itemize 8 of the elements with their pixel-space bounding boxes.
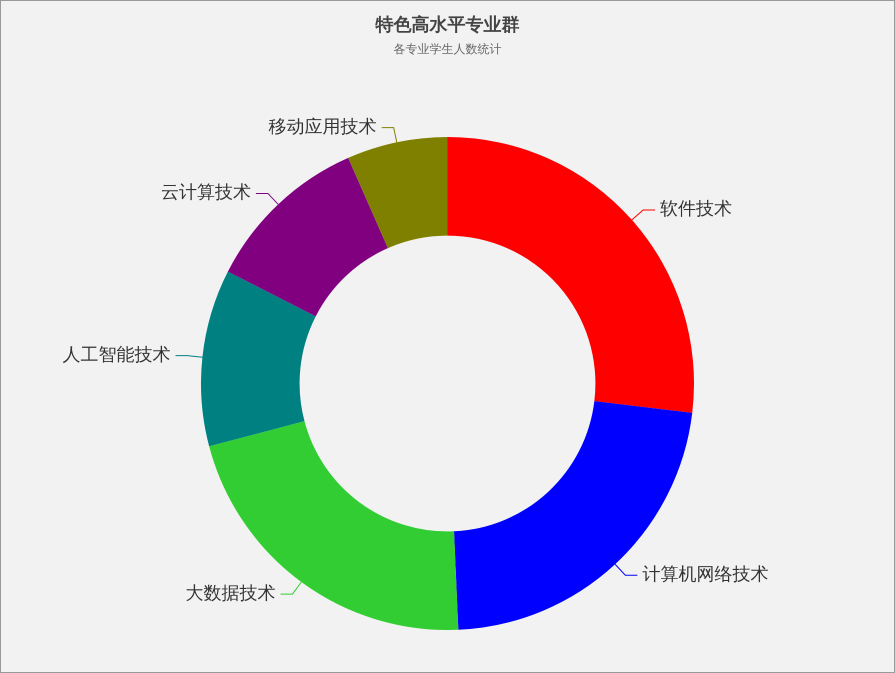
slice-label: 人工智能技术 <box>62 344 170 366</box>
slice-label: 大数据技术 <box>185 582 276 604</box>
slice-label: 软件技术 <box>660 198 732 220</box>
slice-label: 云计算技术 <box>160 182 251 204</box>
slice-label: 移动应用技术 <box>268 116 377 138</box>
chart-subtitle: 各专业学生人数统计 <box>394 42 502 56</box>
slice-label: 计算机网络技术 <box>642 564 768 585</box>
chart-title: 特色高水平专业群 <box>374 14 520 36</box>
